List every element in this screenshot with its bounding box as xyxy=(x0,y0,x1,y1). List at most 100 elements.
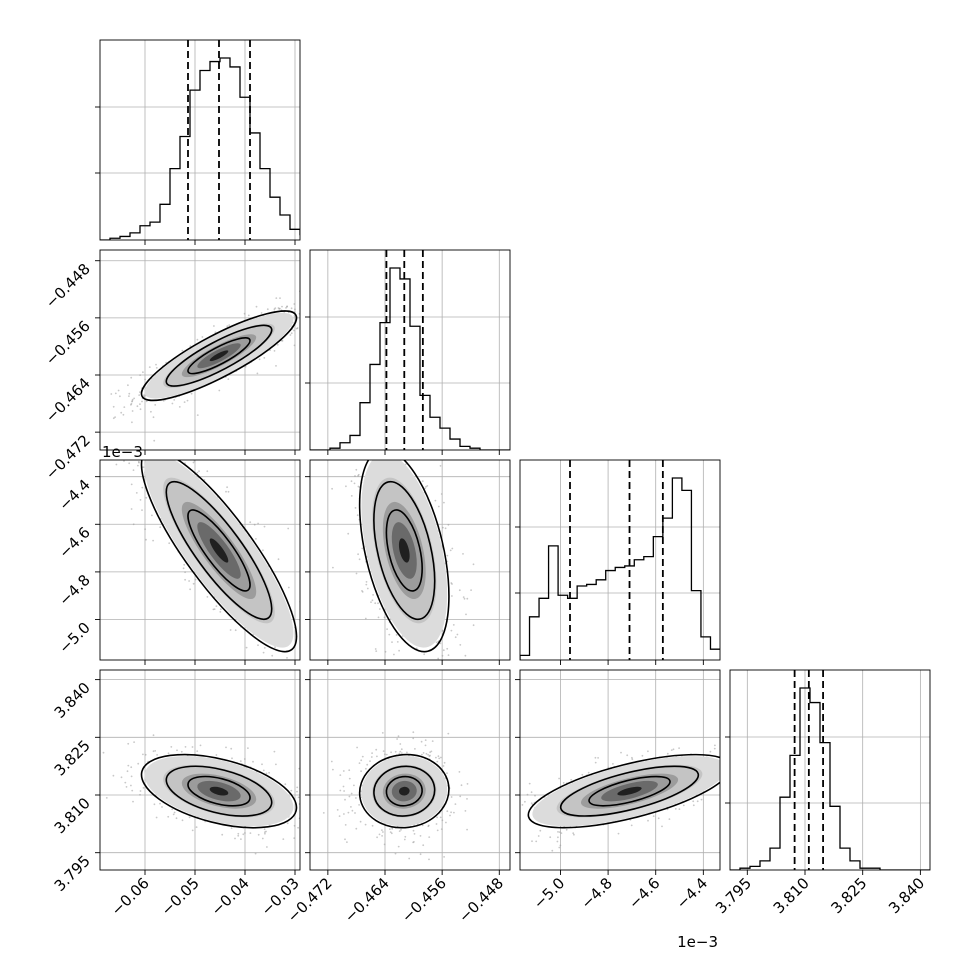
contour-0 xyxy=(358,460,450,653)
contour-0 xyxy=(140,753,298,829)
sample-point xyxy=(445,664,447,666)
sample-point xyxy=(316,817,318,819)
sample-point xyxy=(394,852,397,855)
sample-point xyxy=(459,644,462,646)
sample-point xyxy=(390,832,393,835)
sample-point xyxy=(358,558,361,561)
sample-point xyxy=(537,835,540,837)
sample-point xyxy=(297,826,299,829)
sample-point xyxy=(727,752,729,754)
sample-point xyxy=(244,365,247,368)
sample-point xyxy=(226,486,229,489)
sample-point xyxy=(112,405,115,408)
sample-point xyxy=(424,739,427,741)
sample-point xyxy=(417,447,419,449)
sample-point xyxy=(237,832,240,835)
sample-point xyxy=(727,772,729,774)
sample-point xyxy=(293,303,296,305)
panel-frame xyxy=(519,669,721,871)
sample-point xyxy=(49,432,51,434)
sample-point xyxy=(449,814,451,817)
sample-point xyxy=(342,785,345,788)
histogram-panel-2 xyxy=(515,459,721,665)
sample-point xyxy=(135,424,137,426)
sample-point xyxy=(155,456,157,458)
sample-point xyxy=(289,334,292,336)
sample-point xyxy=(314,813,316,815)
sample-point xyxy=(450,629,453,632)
sample-point xyxy=(279,307,281,310)
sample-point xyxy=(425,752,428,755)
contour-1 xyxy=(165,324,273,387)
sample-point xyxy=(398,830,401,832)
sample-point xyxy=(137,464,139,467)
sample-point xyxy=(435,641,438,644)
sample-point xyxy=(682,804,685,807)
sample-point xyxy=(168,542,171,545)
sample-point xyxy=(434,674,436,676)
sample-point xyxy=(450,811,452,814)
sample-point xyxy=(377,602,379,605)
sample-point xyxy=(215,605,218,608)
sample-point xyxy=(422,844,425,847)
sample-point xyxy=(740,740,742,742)
sample-point xyxy=(366,587,369,590)
contour-lines xyxy=(140,460,298,653)
sample-point xyxy=(442,649,445,652)
sample-point xyxy=(176,749,178,752)
sample-point xyxy=(430,750,433,753)
sample-point xyxy=(196,338,199,341)
sample-point xyxy=(139,790,142,792)
sample-point xyxy=(652,815,655,817)
sample-point xyxy=(412,731,415,734)
sample-point xyxy=(219,608,222,611)
sample-point xyxy=(381,835,383,837)
sample-point xyxy=(155,363,157,366)
sample-point xyxy=(312,797,314,799)
sample-point xyxy=(727,746,729,748)
sample-point xyxy=(132,523,135,526)
sample-point xyxy=(311,645,313,647)
sample-point xyxy=(226,325,229,328)
x-tick-label: −0.448 xyxy=(455,874,507,926)
sample-point xyxy=(456,633,459,636)
sample-point xyxy=(247,747,249,749)
sample-point xyxy=(162,399,165,402)
sample-point xyxy=(437,505,440,508)
sample-point xyxy=(243,758,246,760)
scatter-panel-0-1 xyxy=(49,249,301,455)
sample-point xyxy=(370,756,373,758)
sample-point xyxy=(110,393,113,395)
sample-point xyxy=(245,646,248,649)
sample-point xyxy=(435,756,437,759)
sample-point xyxy=(439,465,442,467)
sample-point xyxy=(356,514,359,517)
sample-point xyxy=(201,336,204,338)
sample-point xyxy=(266,846,268,848)
sample-point xyxy=(446,675,448,677)
sample-point xyxy=(439,816,442,819)
sample-point xyxy=(415,647,418,650)
sample-point xyxy=(213,325,215,327)
sample-point xyxy=(391,641,393,643)
sample-point xyxy=(302,787,304,789)
contour-2 xyxy=(187,337,251,375)
sample-point xyxy=(257,522,259,525)
sample-point xyxy=(190,392,193,395)
sample-point xyxy=(501,828,503,830)
sample-point xyxy=(396,738,398,740)
sample-point xyxy=(516,815,518,817)
sample-point xyxy=(139,793,141,796)
sample-point xyxy=(406,751,408,754)
scatter-panel-1-3 xyxy=(305,669,511,875)
sample-point xyxy=(120,411,123,414)
sample-point xyxy=(535,840,538,843)
sample-point xyxy=(133,397,136,400)
sample-point xyxy=(451,547,454,550)
sample-point xyxy=(385,455,387,457)
sample-point xyxy=(332,768,334,771)
sample-point xyxy=(127,395,130,397)
sample-point xyxy=(631,756,633,759)
sample-point xyxy=(573,833,575,836)
